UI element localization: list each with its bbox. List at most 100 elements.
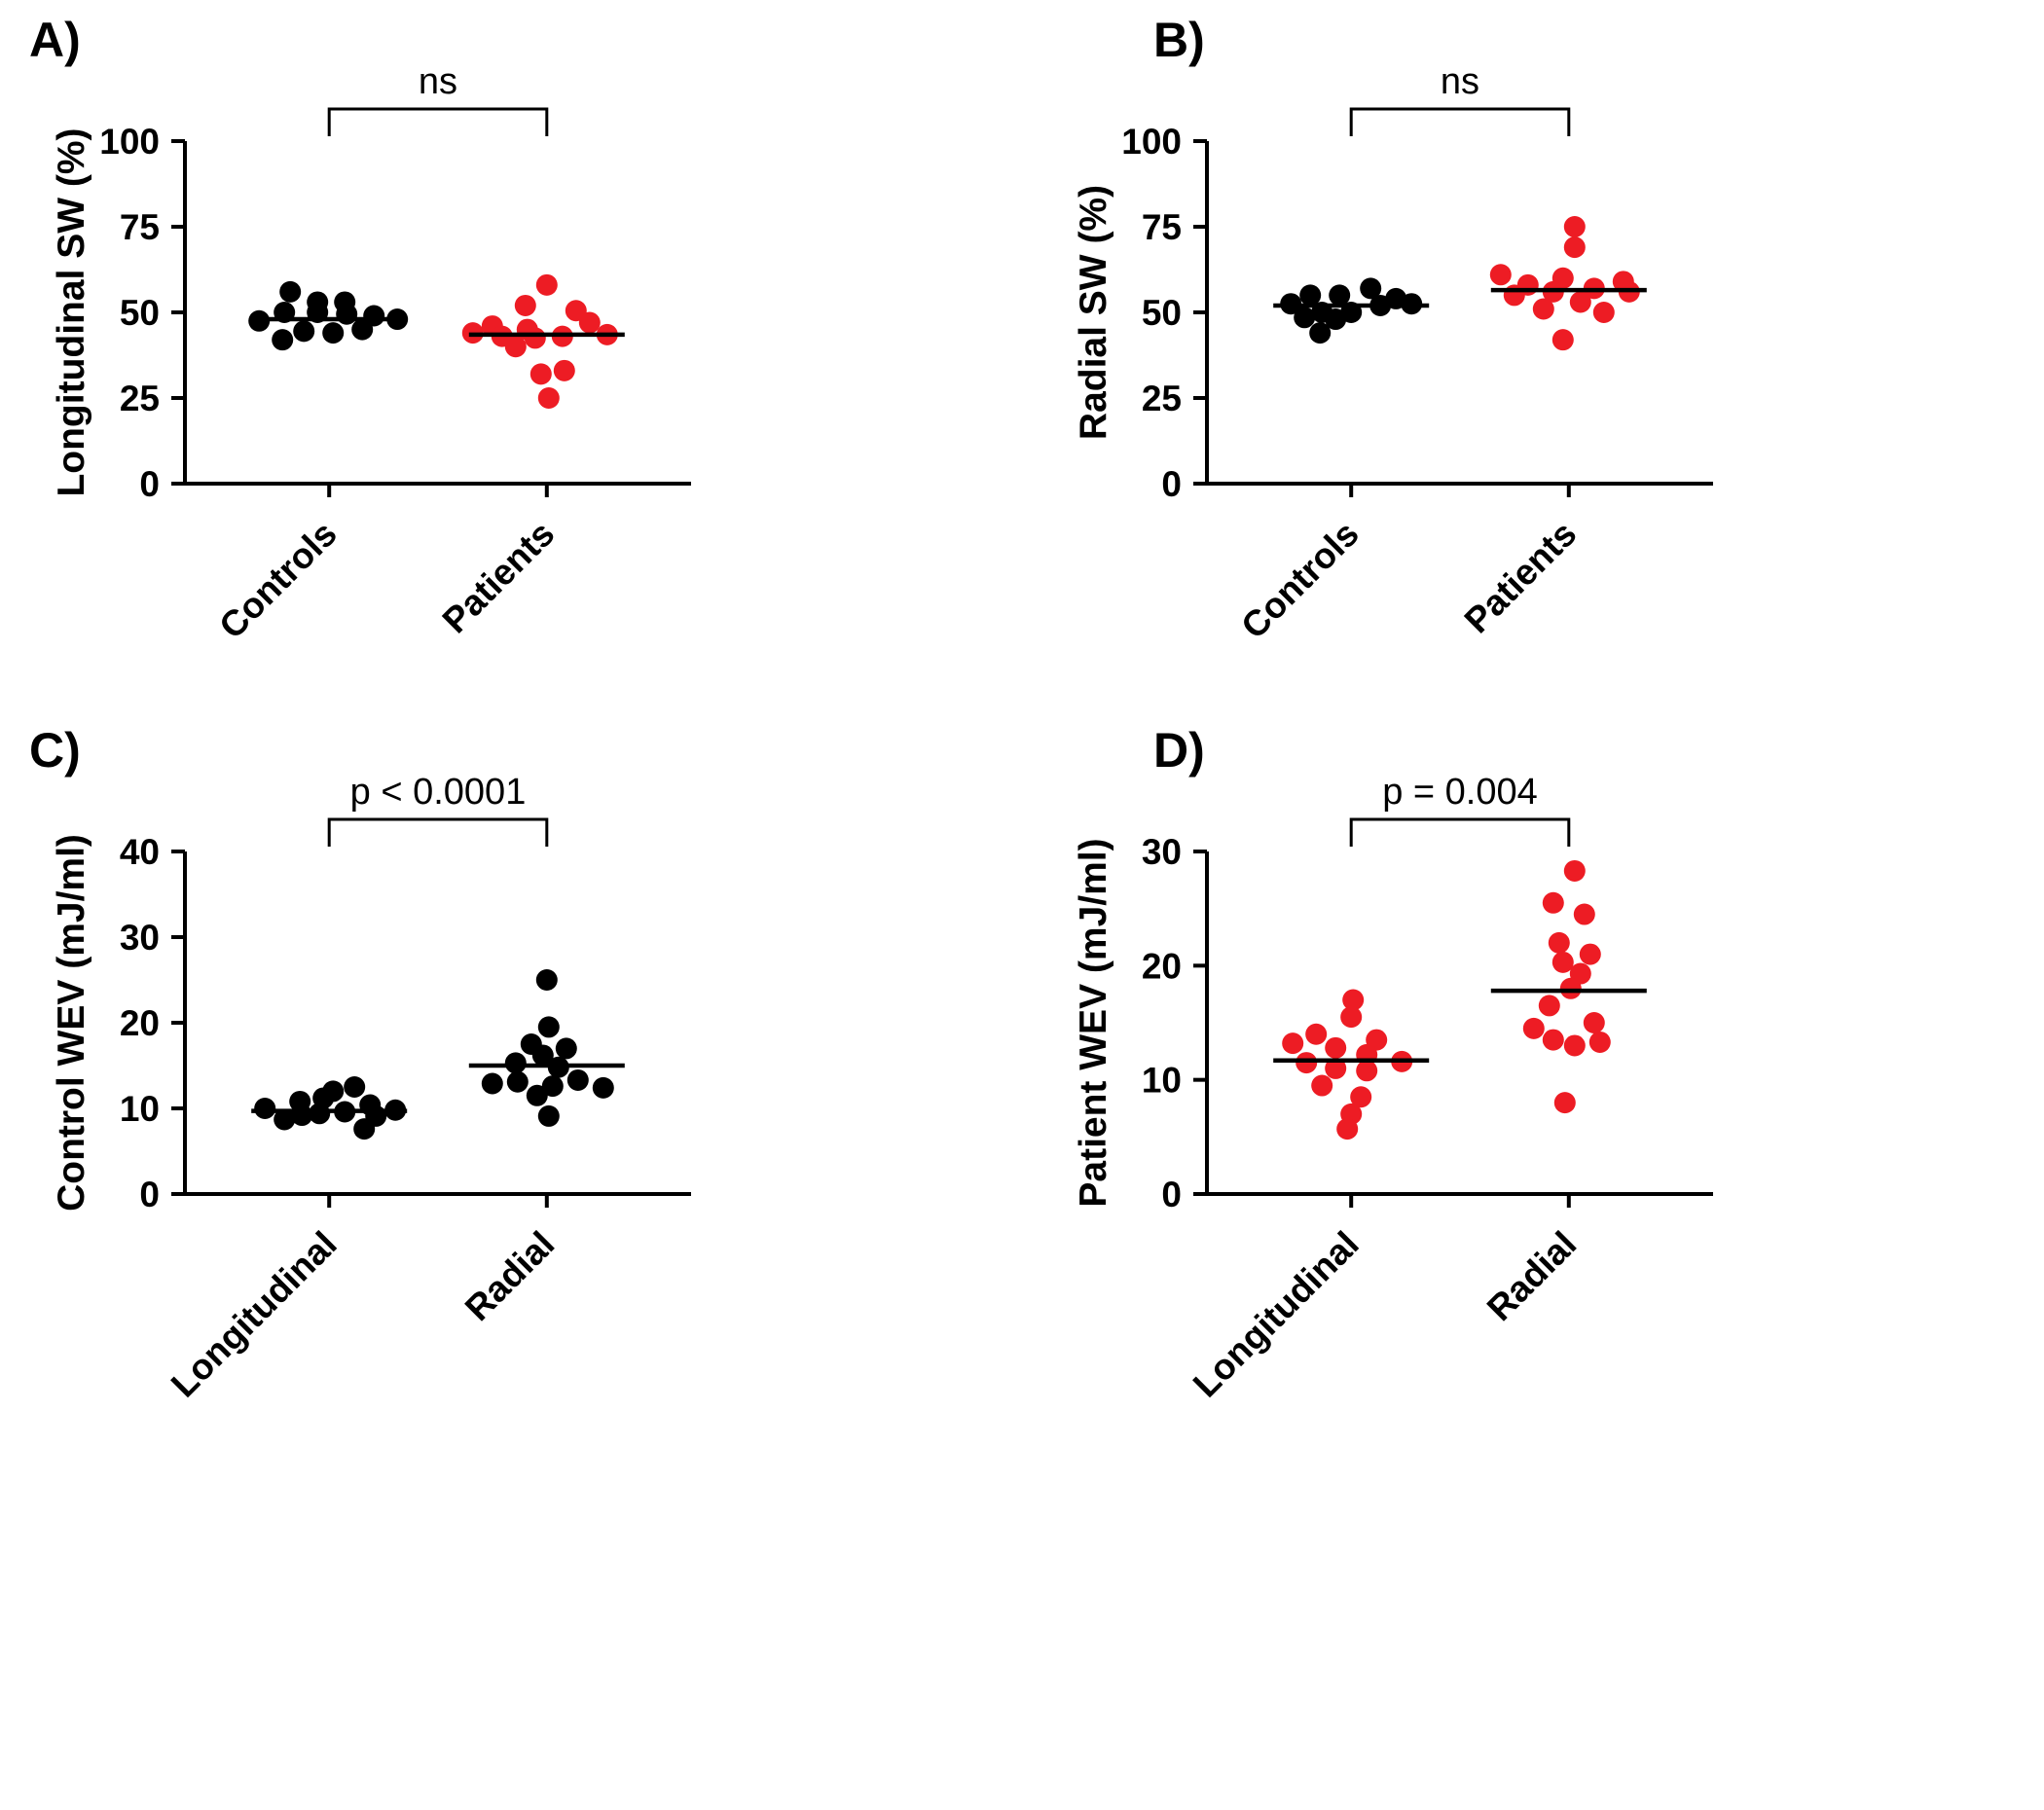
significance-label: p = 0.004 [1382,772,1538,813]
data-point [537,1104,560,1127]
data-point [1309,322,1332,344]
y-tick-label: 0 [1161,1175,1182,1214]
panel-d-letter: D) [1153,723,1205,778]
significance-bracket [327,817,549,847]
data-point [344,1076,366,1098]
significance-label: ns [1441,61,1479,102]
y-tick-label: 30 [1142,832,1182,872]
significance-label: ns [419,61,457,102]
data-point [1356,1060,1378,1082]
data-point [526,1084,548,1106]
data-point [592,1076,614,1099]
data-point [1588,1031,1611,1053]
data-point [351,318,374,341]
data-point [1563,1034,1586,1057]
y-tick-label: 0 [139,464,160,504]
y-axis-title: Longitudinal SW (%) [51,127,92,496]
panel-b: 0 25 50 75 100 Radial SW (%) ns Controls Patient… [1022,0,2044,681]
data-point [553,359,575,381]
significance-bracket [327,107,549,136]
data-point [1294,307,1316,329]
data-point [1305,1023,1328,1045]
data-point [537,1016,560,1038]
group-label: Longitudinal [1186,1224,1367,1405]
y-tick-label: 100 [1121,122,1182,162]
y-tick-label: 20 [1142,946,1182,986]
data-point [1282,1032,1304,1055]
y-tick-label: 10 [120,1089,160,1129]
y-tick-label: 25 [120,379,160,418]
data-point [1299,284,1322,307]
data-point [1559,977,1582,999]
group-label: Radial [457,1224,563,1329]
data-point [1563,216,1586,237]
data-point [1553,1092,1576,1114]
data-point [322,1080,345,1103]
data-point [1551,329,1574,351]
y-tick-label: 25 [1142,379,1182,418]
group-label: Patients [1457,514,1585,641]
group-label: Controls [1233,514,1367,647]
data-point [1325,308,1347,331]
data-point [1579,943,1601,965]
data-point [1569,291,1591,313]
data-point [1548,931,1570,954]
data-point [1311,1074,1333,1097]
data-point [1551,951,1574,973]
y-tick-label: 40 [120,832,160,872]
data-point [504,1052,527,1074]
data-point [1542,891,1564,914]
data-point [1563,859,1586,882]
data-point [1503,284,1525,307]
data-point [1296,1052,1318,1074]
data-point [1360,277,1382,300]
data-point [309,1103,331,1125]
panel-c-letter: C) [29,723,81,778]
y-tick-label: 0 [139,1175,160,1214]
y-tick-label: 30 [120,918,160,958]
data-point [1563,236,1586,259]
group-label: Controls [211,514,345,647]
data-point [566,1068,589,1091]
data-point [555,1037,577,1060]
data-point [535,969,558,991]
data-point [506,1070,529,1093]
y-axis-title: Patient WEV (mJ/ml) [1073,838,1114,1207]
data-point [541,1075,564,1098]
data-point [1538,995,1560,1017]
data-point [1583,1012,1605,1033]
data-point [353,1118,376,1140]
panel-b-letter: B) [1153,13,1205,67]
data-point [336,303,358,325]
panel-a-letter: A) [29,13,81,67]
y-axis-title: Radial SW (%) [1073,185,1114,440]
data-point [529,363,552,385]
group-label: Patients [435,514,563,641]
data-point [1325,1036,1347,1059]
significance-label: p < 0.0001 [350,772,527,813]
group-label: Radial [1479,1224,1585,1329]
panel-d: 0 10 20 30 Patient WEV (mJ/ml) p = 0.004 Longi… [1022,710,2044,1405]
data-point [279,280,302,303]
data-point [504,336,527,358]
data-point [272,329,294,351]
data-point [1573,903,1595,925]
panel-c-chart: 0 10 20 30 40 Control WEV (mJ/ml) p < 0.0001 Lo… [51,772,691,1405]
data-point [1350,1086,1372,1108]
data-point [1542,1029,1564,1051]
data-point [1489,264,1512,286]
data-point [322,322,345,344]
y-tick-label: 75 [120,207,160,247]
panel-c: 0 10 20 30 40 Control WEV (mJ/ml) p < 0.0001 Lo… [0,710,1022,1405]
data-point [1592,302,1615,323]
data-point [531,1044,554,1067]
y-tick-label: 100 [99,122,160,162]
data-point [1522,1017,1545,1039]
y-tick-label: 50 [120,293,160,333]
y-tick-label: 10 [1142,1061,1182,1101]
data-point [535,273,558,296]
panel-d-chart: 0 10 20 30 Patient WEV (mJ/ml) p = 0.004 Longi… [1073,772,1713,1405]
data-point [1340,1006,1363,1029]
group-label: Longitudinal [164,1224,345,1405]
